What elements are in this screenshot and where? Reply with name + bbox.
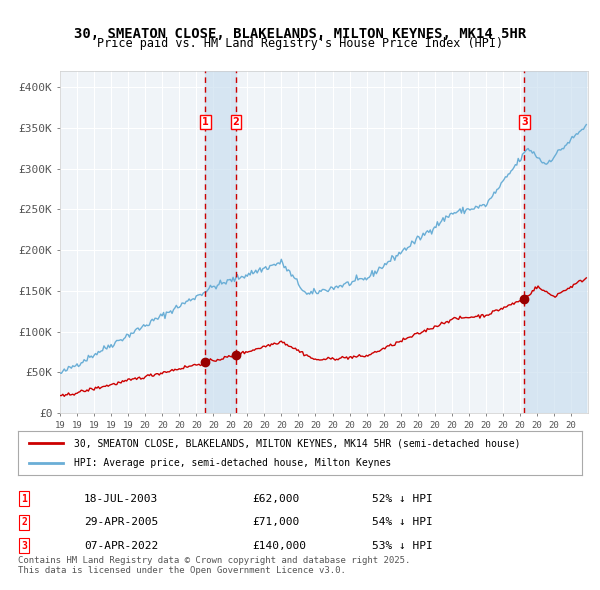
Text: 3: 3 <box>521 117 528 127</box>
Text: HPI: Average price, semi-detached house, Milton Keynes: HPI: Average price, semi-detached house,… <box>74 458 392 467</box>
Text: 30, SMEATON CLOSE, BLAKELANDS, MILTON KEYNES, MK14 5HR: 30, SMEATON CLOSE, BLAKELANDS, MILTON KE… <box>74 27 526 41</box>
Text: £71,000: £71,000 <box>252 517 299 527</box>
Text: 07-APR-2022: 07-APR-2022 <box>84 541 158 550</box>
Text: £62,000: £62,000 <box>252 494 299 503</box>
Text: 29-APR-2005: 29-APR-2005 <box>84 517 158 527</box>
Text: £140,000: £140,000 <box>252 541 306 550</box>
Text: 18-JUL-2003: 18-JUL-2003 <box>84 494 158 503</box>
Text: 1: 1 <box>202 117 209 127</box>
Text: Price paid vs. HM Land Registry's House Price Index (HPI): Price paid vs. HM Land Registry's House … <box>97 37 503 50</box>
Text: 2: 2 <box>233 117 239 127</box>
Text: 3: 3 <box>21 541 27 550</box>
Text: 53% ↓ HPI: 53% ↓ HPI <box>372 541 433 550</box>
Text: 1: 1 <box>21 494 27 503</box>
Text: 30, SMEATON CLOSE, BLAKELANDS, MILTON KEYNES, MK14 5HR (semi-detached house): 30, SMEATON CLOSE, BLAKELANDS, MILTON KE… <box>74 438 521 448</box>
Text: Contains HM Land Registry data © Crown copyright and database right 2025.
This d: Contains HM Land Registry data © Crown c… <box>18 556 410 575</box>
Text: 2: 2 <box>21 517 27 527</box>
Bar <box>524 71 586 413</box>
Text: 52% ↓ HPI: 52% ↓ HPI <box>372 494 433 503</box>
Bar <box>205 71 236 413</box>
Text: 54% ↓ HPI: 54% ↓ HPI <box>372 517 433 527</box>
